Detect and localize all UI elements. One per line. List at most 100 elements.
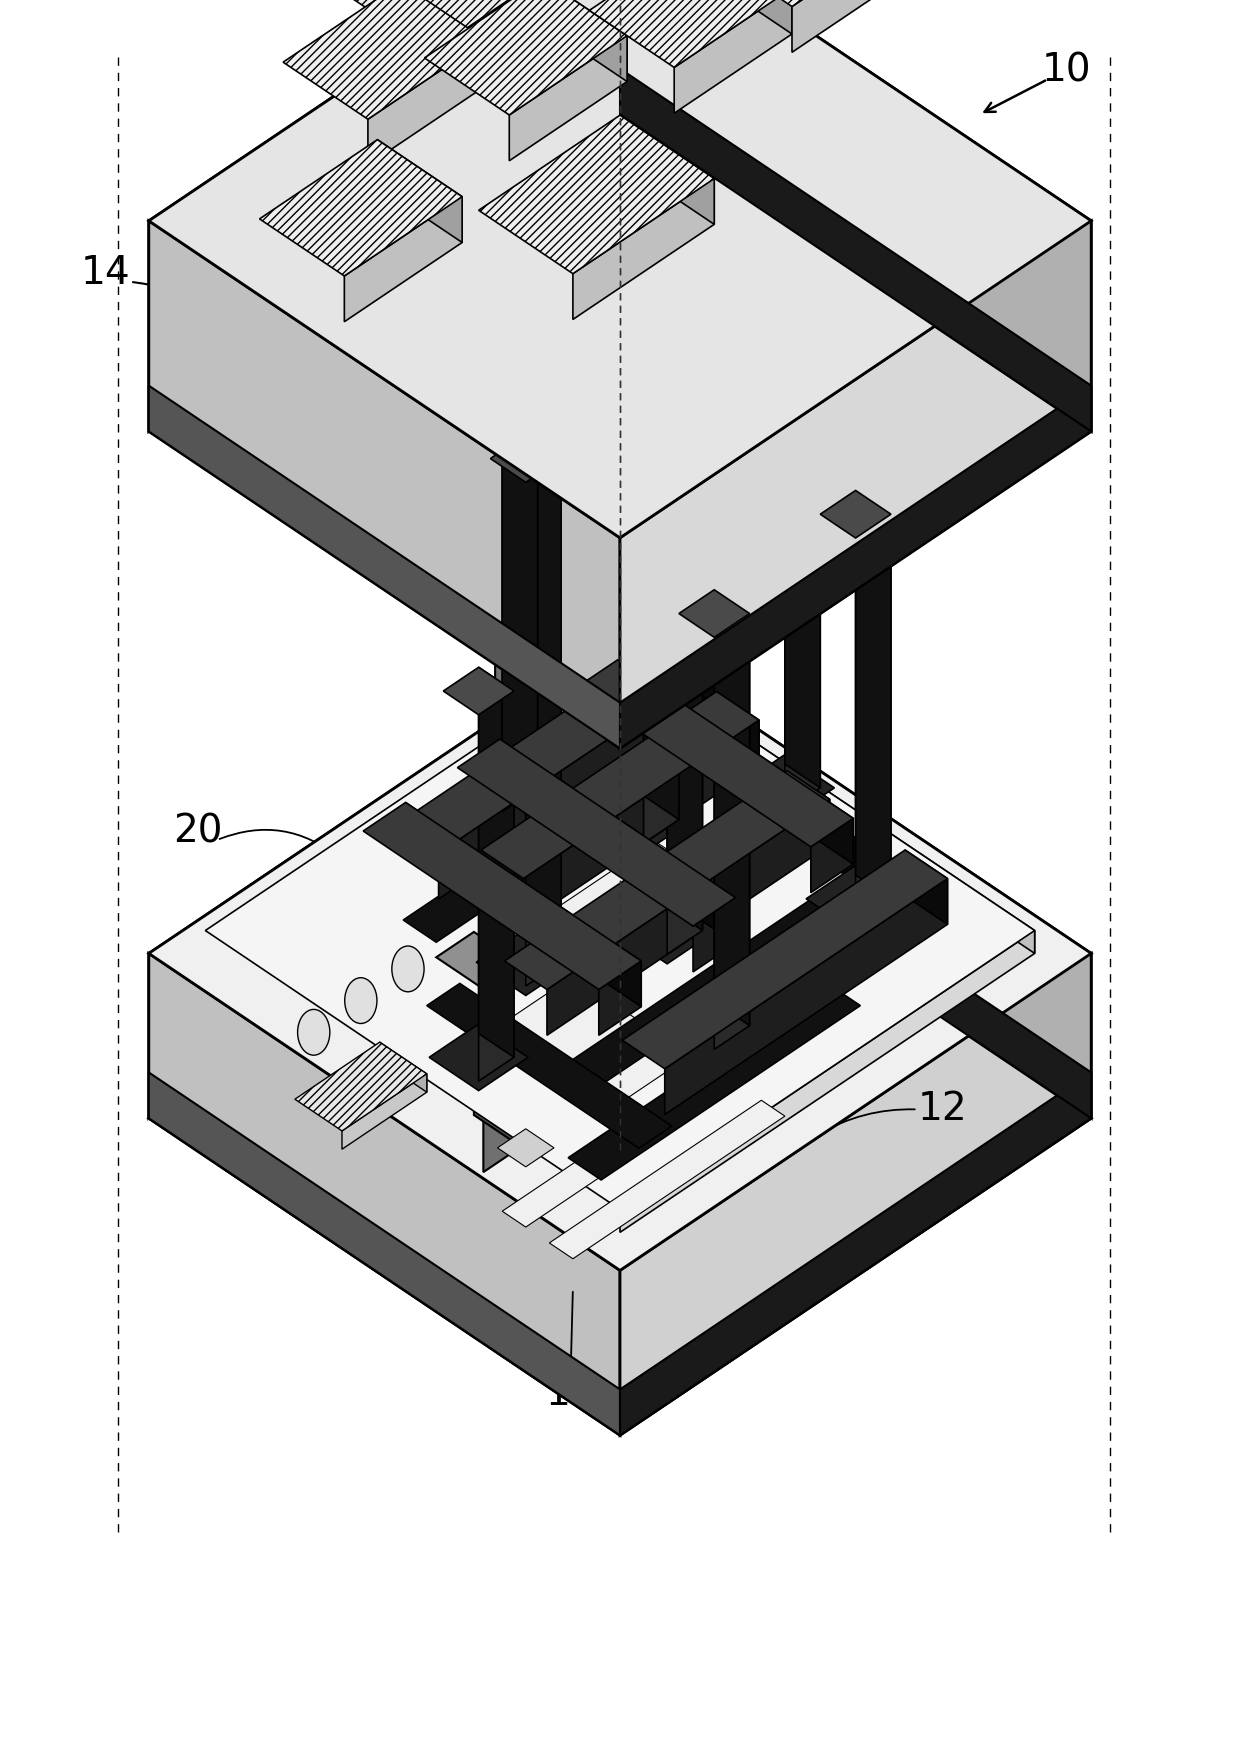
Polygon shape	[573, 178, 714, 319]
Polygon shape	[476, 930, 575, 995]
Polygon shape	[149, 0, 620, 431]
Polygon shape	[424, 0, 627, 114]
Text: 20’: 20’	[833, 812, 895, 851]
Polygon shape	[149, 801, 1091, 1435]
Polygon shape	[707, 0, 792, 33]
Polygon shape	[523, 720, 759, 925]
Polygon shape	[667, 472, 702, 954]
Polygon shape	[639, 713, 931, 910]
Polygon shape	[568, 983, 861, 1180]
Polygon shape	[665, 993, 764, 1058]
Polygon shape	[636, 141, 745, 213]
Polygon shape	[500, 740, 735, 944]
Polygon shape	[453, 754, 552, 821]
Polygon shape	[620, 953, 1091, 1435]
Polygon shape	[665, 879, 947, 1115]
Polygon shape	[856, 490, 890, 898]
Polygon shape	[368, 41, 486, 166]
Polygon shape	[620, 636, 1091, 1118]
Polygon shape	[856, 514, 890, 923]
Polygon shape	[149, 386, 620, 748]
Polygon shape	[680, 590, 749, 637]
Polygon shape	[337, 0, 573, 51]
Polygon shape	[495, 299, 557, 752]
Polygon shape	[405, 803, 641, 1007]
Polygon shape	[792, 0, 910, 53]
Polygon shape	[549, 1101, 785, 1259]
Polygon shape	[618, 660, 853, 865]
Polygon shape	[479, 690, 515, 1081]
Polygon shape	[594, 785, 693, 852]
Polygon shape	[149, 1072, 620, 1435]
Polygon shape	[680, 634, 722, 710]
Polygon shape	[283, 0, 486, 120]
Polygon shape	[439, 664, 722, 900]
Polygon shape	[589, 0, 792, 67]
Polygon shape	[481, 692, 759, 879]
Polygon shape	[479, 114, 714, 273]
Polygon shape	[620, 220, 1091, 748]
Polygon shape	[474, 932, 521, 1146]
Text: 16: 16	[546, 1375, 595, 1414]
Polygon shape	[620, 0, 1091, 431]
Polygon shape	[401, 0, 486, 86]
Polygon shape	[436, 932, 521, 990]
Polygon shape	[620, 930, 1034, 1233]
Polygon shape	[397, 634, 722, 854]
Polygon shape	[609, 338, 680, 386]
Polygon shape	[905, 851, 947, 925]
Polygon shape	[547, 799, 830, 1035]
Polygon shape	[484, 963, 521, 1173]
Polygon shape	[714, 590, 749, 1025]
Polygon shape	[502, 398, 538, 787]
Circle shape	[298, 1009, 330, 1055]
Polygon shape	[149, 953, 620, 1435]
Polygon shape	[785, 375, 821, 812]
Polygon shape	[644, 338, 680, 819]
Polygon shape	[149, 636, 620, 1118]
Polygon shape	[379, 1043, 427, 1092]
Polygon shape	[510, 268, 557, 711]
Polygon shape	[620, 652, 1034, 953]
Polygon shape	[599, 962, 641, 1035]
Text: 18: 18	[707, 583, 756, 622]
Polygon shape	[458, 740, 735, 926]
Polygon shape	[620, 69, 1091, 431]
Polygon shape	[510, 35, 627, 160]
Polygon shape	[149, 220, 620, 748]
Polygon shape	[497, 1129, 554, 1168]
Polygon shape	[502, 1069, 738, 1227]
Polygon shape	[403, 745, 696, 942]
Polygon shape	[491, 435, 560, 483]
Polygon shape	[644, 361, 680, 844]
Polygon shape	[604, 204, 651, 648]
Polygon shape	[620, 755, 1091, 1118]
Polygon shape	[363, 803, 641, 990]
Polygon shape	[149, 636, 1091, 1270]
Polygon shape	[707, 0, 910, 7]
Polygon shape	[698, 141, 745, 585]
Text: 20: 20	[174, 812, 223, 851]
Polygon shape	[683, 173, 745, 625]
Polygon shape	[479, 667, 515, 1057]
Polygon shape	[821, 490, 890, 539]
Polygon shape	[502, 976, 691, 1102]
Polygon shape	[505, 771, 830, 990]
Polygon shape	[675, 0, 792, 113]
Polygon shape	[502, 421, 538, 812]
Polygon shape	[811, 819, 853, 893]
Polygon shape	[714, 613, 749, 1050]
Polygon shape	[448, 268, 557, 340]
Polygon shape	[693, 898, 735, 972]
Polygon shape	[538, 842, 702, 953]
Polygon shape	[345, 197, 463, 322]
Polygon shape	[589, 236, 651, 689]
Polygon shape	[429, 1025, 528, 1090]
Polygon shape	[622, 851, 947, 1069]
Polygon shape	[735, 754, 835, 821]
Polygon shape	[542, 0, 627, 81]
Circle shape	[392, 946, 424, 991]
Text: 10: 10	[1042, 51, 1091, 90]
Polygon shape	[620, 1072, 1091, 1435]
Polygon shape	[632, 449, 702, 497]
